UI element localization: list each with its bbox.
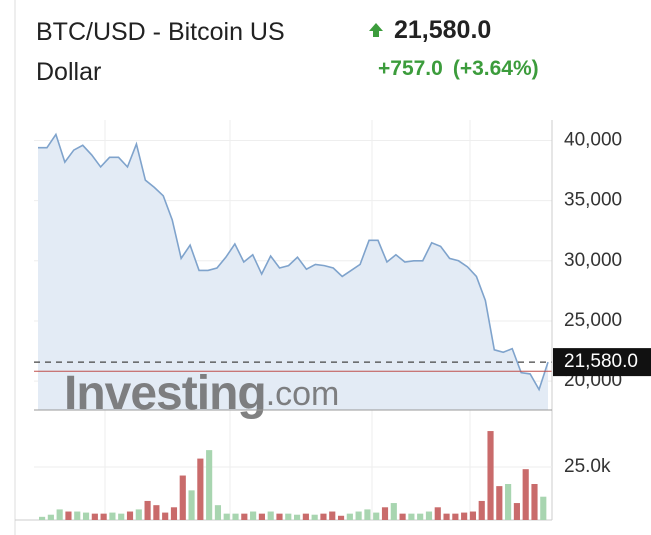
change-value: +757.0 xyxy=(378,57,443,80)
volume-bar xyxy=(364,509,371,520)
volume-bar xyxy=(39,516,46,520)
volume-bar xyxy=(329,511,336,520)
volume-bar xyxy=(91,513,98,520)
volume-bar xyxy=(408,513,415,520)
volume-bar xyxy=(100,513,107,520)
volume-bar xyxy=(461,512,468,520)
volume-bar xyxy=(346,513,353,520)
volume-bar xyxy=(469,511,477,520)
volume-bar xyxy=(320,513,327,520)
y-tick-label: 40,000 xyxy=(564,129,622,150)
volume-bar xyxy=(179,475,186,520)
volume-bar xyxy=(311,514,318,520)
y-tick-label: 35,000 xyxy=(564,190,622,211)
volume-bar xyxy=(285,513,292,520)
price: 21,580.0 xyxy=(394,16,492,44)
volume-bar xyxy=(381,507,389,520)
volume-bar xyxy=(267,511,274,520)
volume-bar xyxy=(135,509,142,520)
volume-bar xyxy=(496,486,503,520)
price-line xyxy=(38,132,549,392)
volume-bar xyxy=(74,511,81,520)
y-tick-label: 25,000 xyxy=(564,310,622,331)
volume-bar xyxy=(337,515,345,520)
change-percent: (+3.64%) xyxy=(452,57,539,80)
volume-bar xyxy=(126,511,134,520)
volume-bar xyxy=(250,511,257,520)
volume-tick-label: 25.0k xyxy=(564,456,611,477)
volume-bar xyxy=(355,511,362,520)
volume-bar xyxy=(170,507,178,520)
volume-bar xyxy=(276,513,283,520)
volume-bar xyxy=(302,513,309,520)
y-tick-label: 30,000 xyxy=(564,250,622,271)
title: BTC/USD - Bitcoin US Dollar xyxy=(36,18,285,86)
volume-bar xyxy=(162,512,169,520)
volume-bar xyxy=(487,431,494,520)
volume-bar xyxy=(258,513,265,520)
watermark-brand: Investing xyxy=(64,367,266,420)
volume-bar xyxy=(478,500,485,520)
volume-bar xyxy=(390,503,397,520)
watermark: Investing.com xyxy=(64,367,339,420)
volume-bar xyxy=(232,513,239,520)
volume-bar xyxy=(294,514,301,520)
volume-bar xyxy=(373,512,380,520)
volume-bar xyxy=(452,513,459,520)
volume-bar xyxy=(47,514,54,520)
volume-bar xyxy=(153,505,160,520)
volume-bar xyxy=(82,512,90,520)
volume-bar xyxy=(65,511,72,520)
volume-bar xyxy=(188,490,195,520)
volume-bar xyxy=(513,503,520,520)
volume-bar xyxy=(434,507,441,520)
volume-bar xyxy=(56,509,63,520)
volume-bar xyxy=(505,484,512,520)
change: +757.0 (+3.64%) xyxy=(378,54,549,84)
volume-bar xyxy=(109,512,116,520)
volume-bar xyxy=(443,513,450,520)
last-price-label: 21,580.0 xyxy=(564,351,638,372)
watermark-suffix: .com xyxy=(266,375,340,413)
volume-bar xyxy=(197,458,204,520)
volume-bar xyxy=(540,496,547,520)
volume-bar xyxy=(144,500,151,520)
volume-bar xyxy=(417,513,424,520)
volume-bar xyxy=(241,513,248,520)
volume-bar xyxy=(531,484,538,520)
volume-bar xyxy=(399,513,406,520)
last-price-box xyxy=(553,348,651,377)
volume-bar xyxy=(223,513,230,520)
up-arrow xyxy=(369,23,383,37)
volume-bar xyxy=(425,511,433,520)
volume-bar xyxy=(214,505,222,520)
volume-bar xyxy=(522,469,529,520)
volume-bar xyxy=(118,513,125,520)
volume-bar xyxy=(206,450,213,520)
